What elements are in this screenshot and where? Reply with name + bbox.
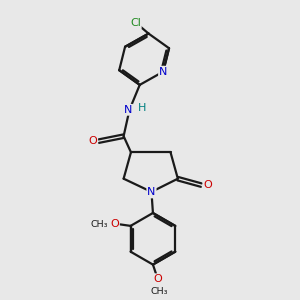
Text: CH₃: CH₃ [91,220,108,229]
Text: N: N [124,105,132,115]
Text: Cl: Cl [130,18,141,28]
Text: O: O [110,219,119,230]
Text: O: O [88,136,97,146]
Text: N: N [159,67,167,77]
Text: O: O [203,180,212,190]
Text: N: N [147,188,156,197]
Text: CH₃: CH₃ [150,287,167,296]
Text: O: O [153,274,162,284]
Text: H: H [138,103,146,113]
